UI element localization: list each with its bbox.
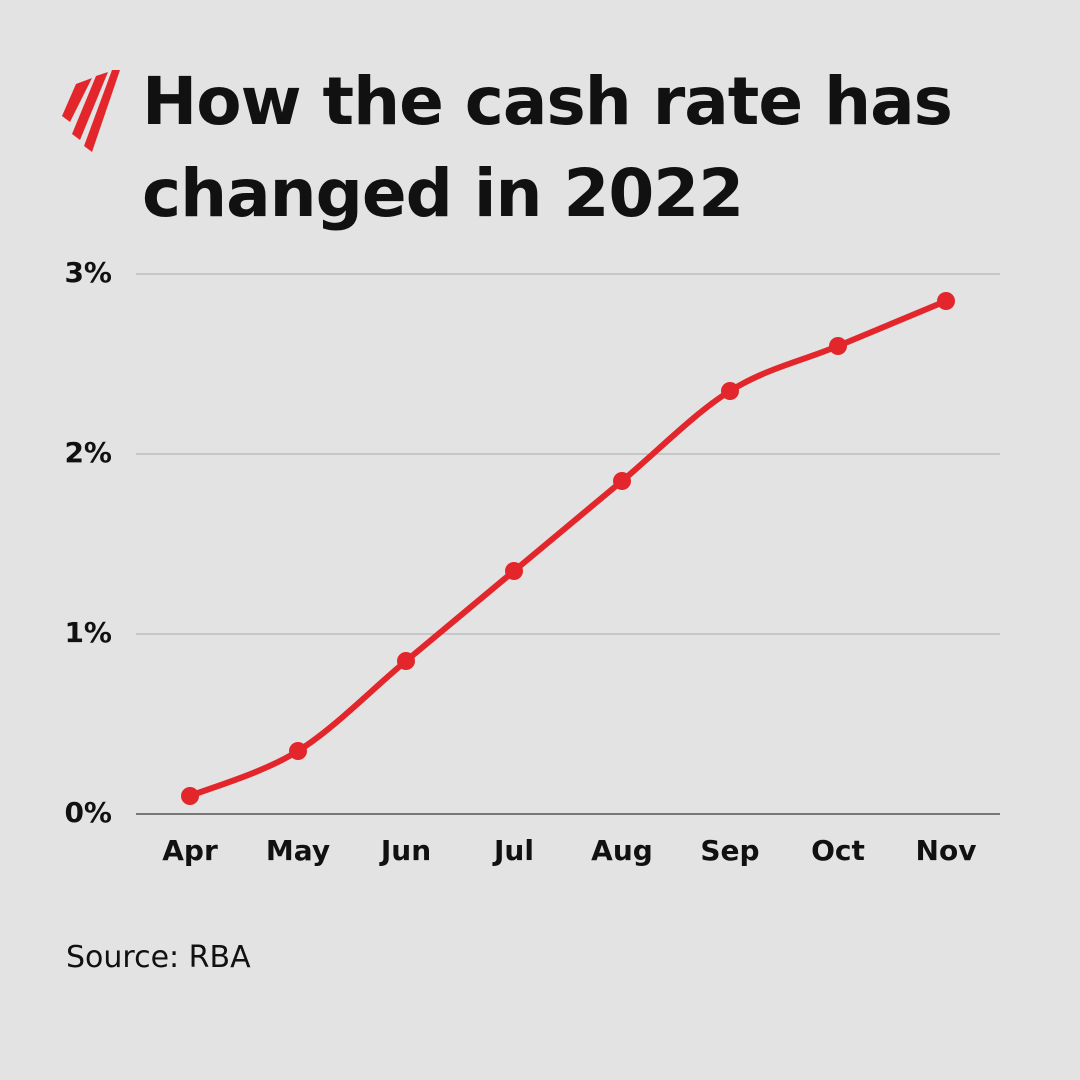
y-tick-label: 3% <box>64 256 112 289</box>
chart-title: How the cash rate has changed in 2022 <box>142 63 953 232</box>
x-tick-label: Sep <box>700 834 759 867</box>
y-tick-label: 1% <box>64 616 112 649</box>
data-point <box>829 337 847 355</box>
data-point <box>721 382 739 400</box>
data-point <box>181 787 199 805</box>
x-tick-label: Oct <box>811 834 865 867</box>
y-tick-label: 0% <box>64 796 112 829</box>
x-tick-label: Nov <box>916 834 977 867</box>
data-point <box>397 652 415 670</box>
data-point <box>613 472 631 490</box>
x-tick-label: Apr <box>162 834 218 867</box>
x-tick-label: Jun <box>379 834 431 867</box>
source-note: Source: RBA <box>66 940 251 975</box>
data-point <box>505 562 523 580</box>
data-point <box>289 742 307 760</box>
y-tick-label: 2% <box>64 436 112 469</box>
data-line <box>187 298 949 799</box>
data-point <box>937 292 955 310</box>
x-tick-label: Aug <box>591 834 653 867</box>
logo <box>62 70 120 152</box>
x-tick-label: Jul <box>492 834 534 867</box>
x-tick-label: May <box>266 834 330 867</box>
